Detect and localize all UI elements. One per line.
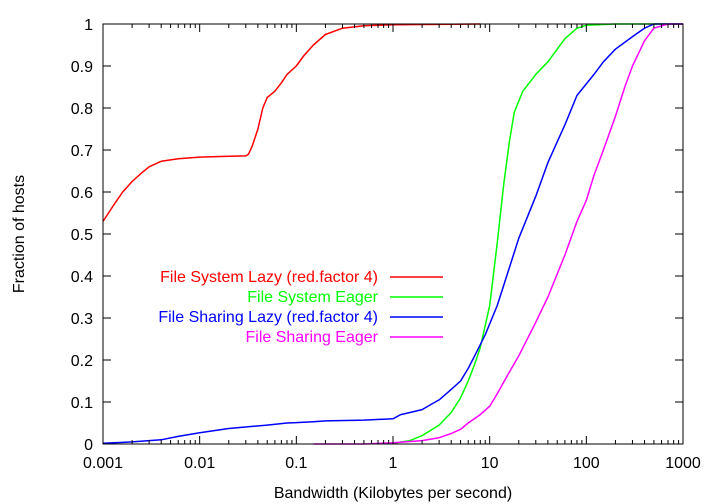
legend: File System Lazy (red.factor 4) File Syst…	[158, 269, 443, 346]
series-line-1	[102, 23, 481, 222]
x-tick-label: 0.01	[184, 455, 215, 472]
x-tick-label: 0.001	[83, 455, 123, 472]
y-tick-label: 0.2	[71, 353, 93, 370]
legend-label: File Sharing Eager	[245, 329, 378, 346]
x-tick-label: 1	[389, 455, 398, 472]
y-tick-label: 0.5	[71, 227, 93, 244]
y-tick-label: 0.7	[71, 143, 93, 160]
x-tick-label: 1000	[665, 455, 701, 472]
y-tick-label: 0	[84, 437, 93, 454]
y-tick-label: 0.6	[71, 185, 93, 202]
y-tick-label: 0.3	[71, 311, 93, 328]
y-tick-label: 0.4	[71, 269, 93, 286]
tick-layer: 0 0.1 0.2 0.3 0.4 0.5 0.6 0.7 0.8 0.9 1 0.001 0.01 0.…	[71, 17, 701, 472]
legend-label: File System Eager	[247, 289, 378, 306]
y-tick-label: 0.1	[71, 395, 93, 412]
plot-frame	[102, 23, 684, 445]
series-line-3	[102, 23, 683, 444]
x-tick-label: 0.1	[285, 455, 307, 472]
series-layer	[102, 23, 683, 445]
series-line-4	[313, 23, 683, 445]
legend-label: File System Lazy (red.factor 4)	[160, 269, 378, 286]
x-tick-label: 10	[481, 455, 499, 472]
x-axis-title: Bandwidth (Kilobytes per second)	[274, 485, 512, 502]
legend-label: File Sharing Lazy (red.factor 4)	[158, 309, 378, 326]
y-tick-label: 1	[84, 17, 93, 34]
y-tick-label: 0.8	[71, 101, 93, 118]
series-line-2	[392, 23, 683, 444]
x-tick-label: 100	[573, 455, 600, 472]
y-axis-title: Fraction of hosts	[11, 175, 28, 293]
y-tick-label: 0.9	[71, 59, 93, 76]
